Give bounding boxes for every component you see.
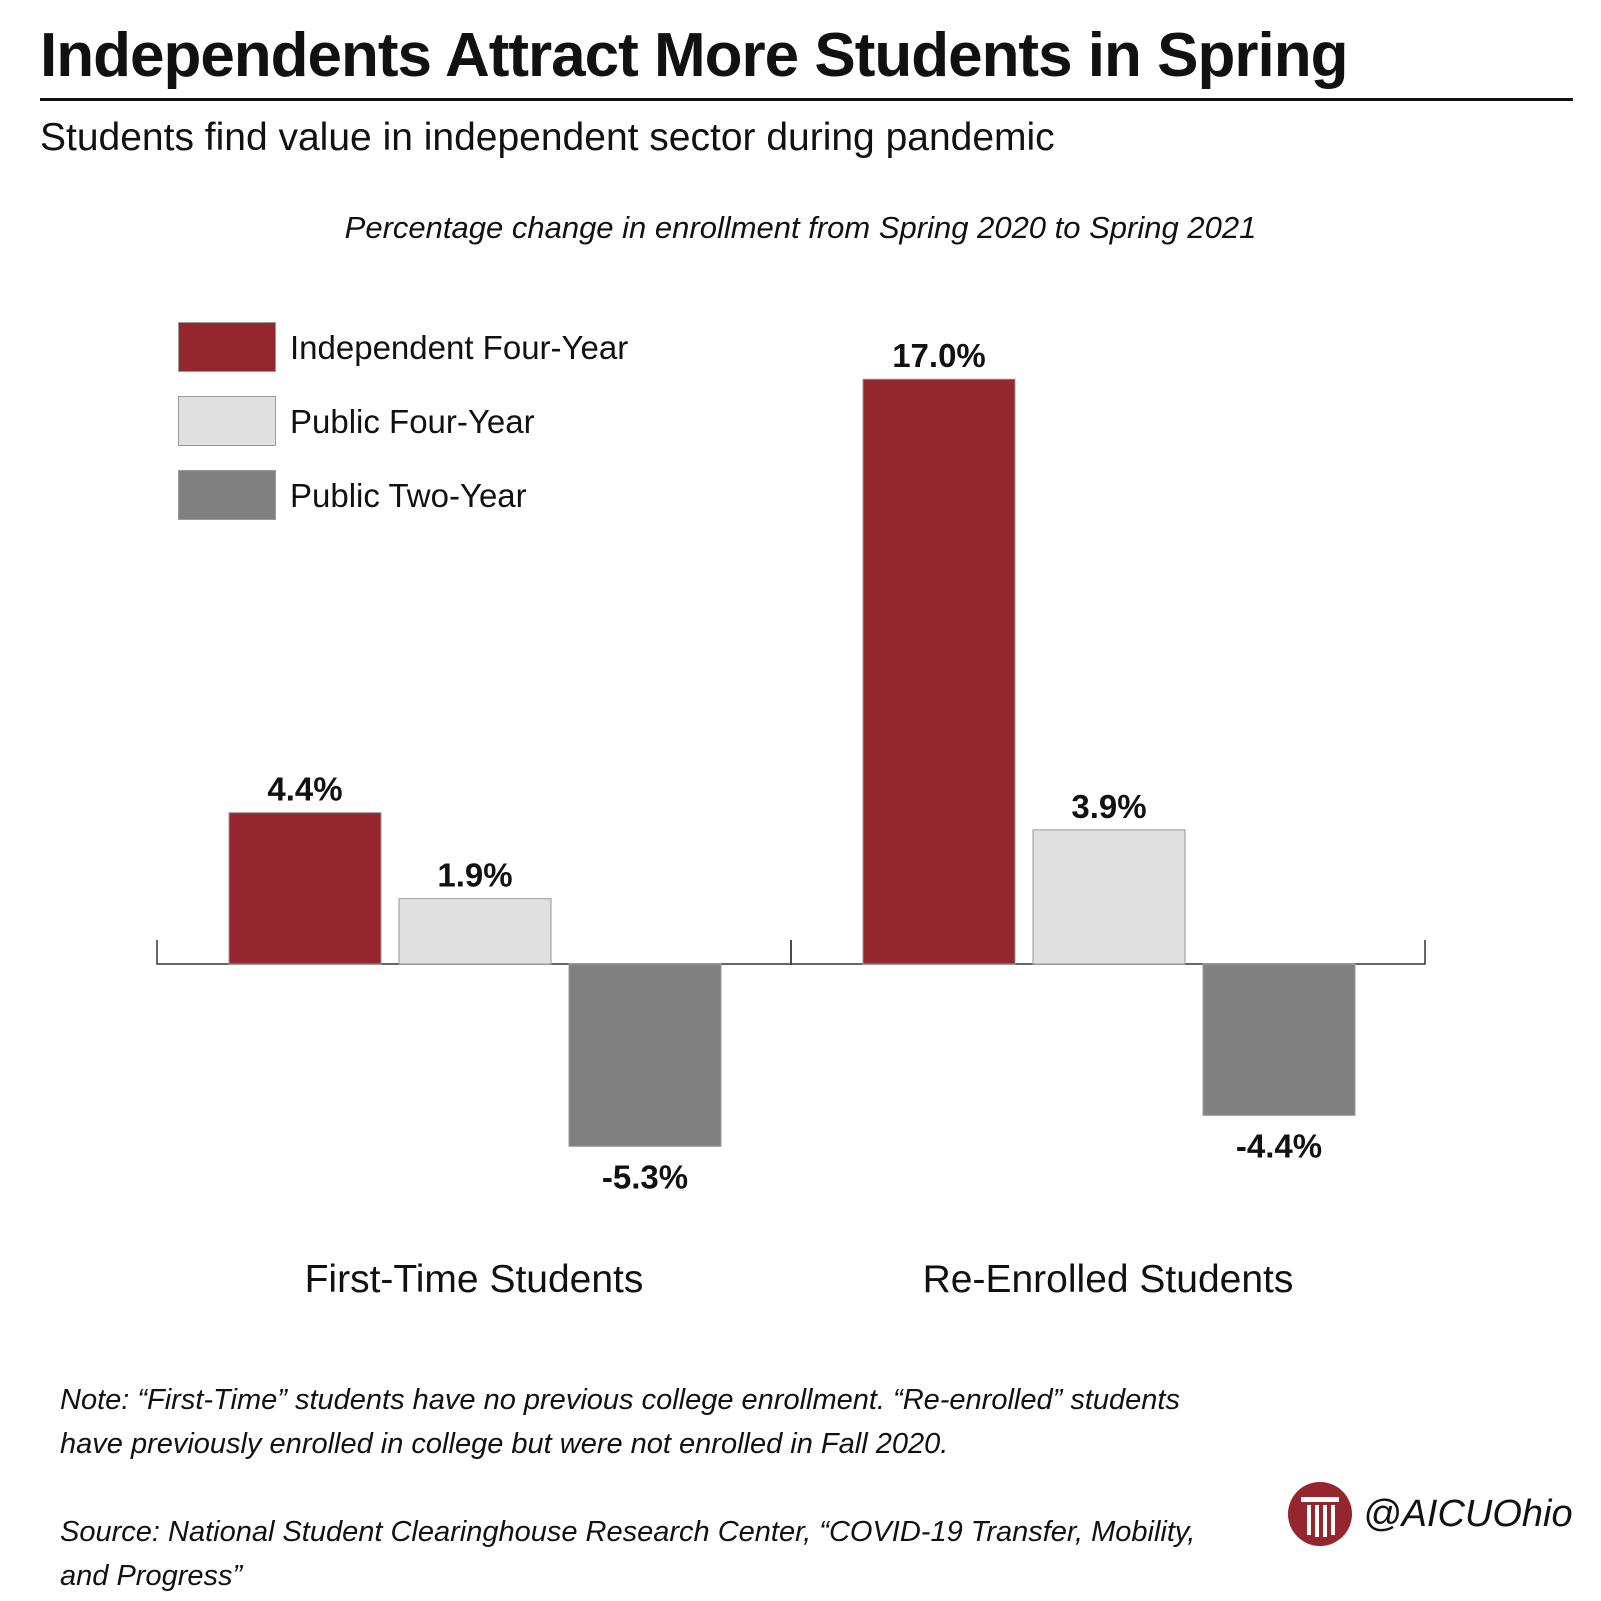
column-logo-icon bbox=[1288, 1482, 1352, 1546]
data-label-re-enrolled-students-independent-four-year: 17.0% bbox=[892, 337, 986, 374]
data-label-first-time-students-public-two-year: -5.3% bbox=[602, 1158, 688, 1195]
data-label-re-enrolled-students-public-four-year: 3.9% bbox=[1071, 788, 1146, 825]
legend-label-public-two-year: Public Two-Year bbox=[290, 477, 527, 514]
legend-label-independent-four-year: Independent Four-Year bbox=[290, 329, 629, 366]
category-label-re-enrolled-students: Re-Enrolled Students bbox=[923, 1258, 1294, 1301]
data-label-re-enrolled-students-public-two-year: -4.4% bbox=[1236, 1127, 1322, 1164]
brand-signature: @AICUOhio bbox=[1287, 1481, 1587, 1551]
chart-title: Percentage change in enrollment from Spr… bbox=[344, 210, 1257, 245]
bar-re-enrolled-students-public-four-year bbox=[1032, 829, 1186, 965]
page-title: Independents Attract More Students in Sp… bbox=[40, 21, 1348, 90]
bar-first-time-students-public-four-year bbox=[398, 898, 552, 965]
bar-re-enrolled-students-public-two-year bbox=[1202, 963, 1356, 1116]
legend-item-independent-four-year: Independent Four-Year bbox=[178, 322, 698, 396]
data-label-first-time-students-public-four-year: 1.9% bbox=[437, 857, 512, 894]
bar-first-time-students-independent-four-year bbox=[228, 812, 382, 965]
legend-item-public-two-year: Public Two-Year bbox=[178, 470, 698, 544]
chart-legend: Independent Four-Year Public Four-Year P… bbox=[178, 322, 698, 544]
bar-first-time-students-public-two-year bbox=[568, 963, 722, 1147]
legend-item-public-four-year: Public Four-Year bbox=[178, 396, 698, 470]
data-label-first-time-students-independent-four-year: 4.4% bbox=[267, 771, 342, 808]
legend-label-public-four-year: Public Four-Year bbox=[290, 403, 535, 440]
legend-swatch-public-four-year bbox=[178, 396, 276, 446]
bar-re-enrolled-students-independent-four-year bbox=[862, 378, 1016, 965]
legend-swatch-public-two-year bbox=[178, 470, 276, 520]
source-citation: Source: National Student Clearinghouse R… bbox=[60, 1516, 1196, 1592]
page-subtitle: Students find value in independent secto… bbox=[40, 116, 1055, 159]
footnote: Note: “First-Time” students have no prev… bbox=[60, 1384, 1180, 1460]
title-divider bbox=[40, 98, 1573, 101]
category-label-first-time-students: First-Time Students bbox=[305, 1258, 644, 1301]
legend-swatch-independent-four-year bbox=[178, 322, 276, 372]
brand-handle: @AICUOhio bbox=[1363, 1493, 1573, 1535]
